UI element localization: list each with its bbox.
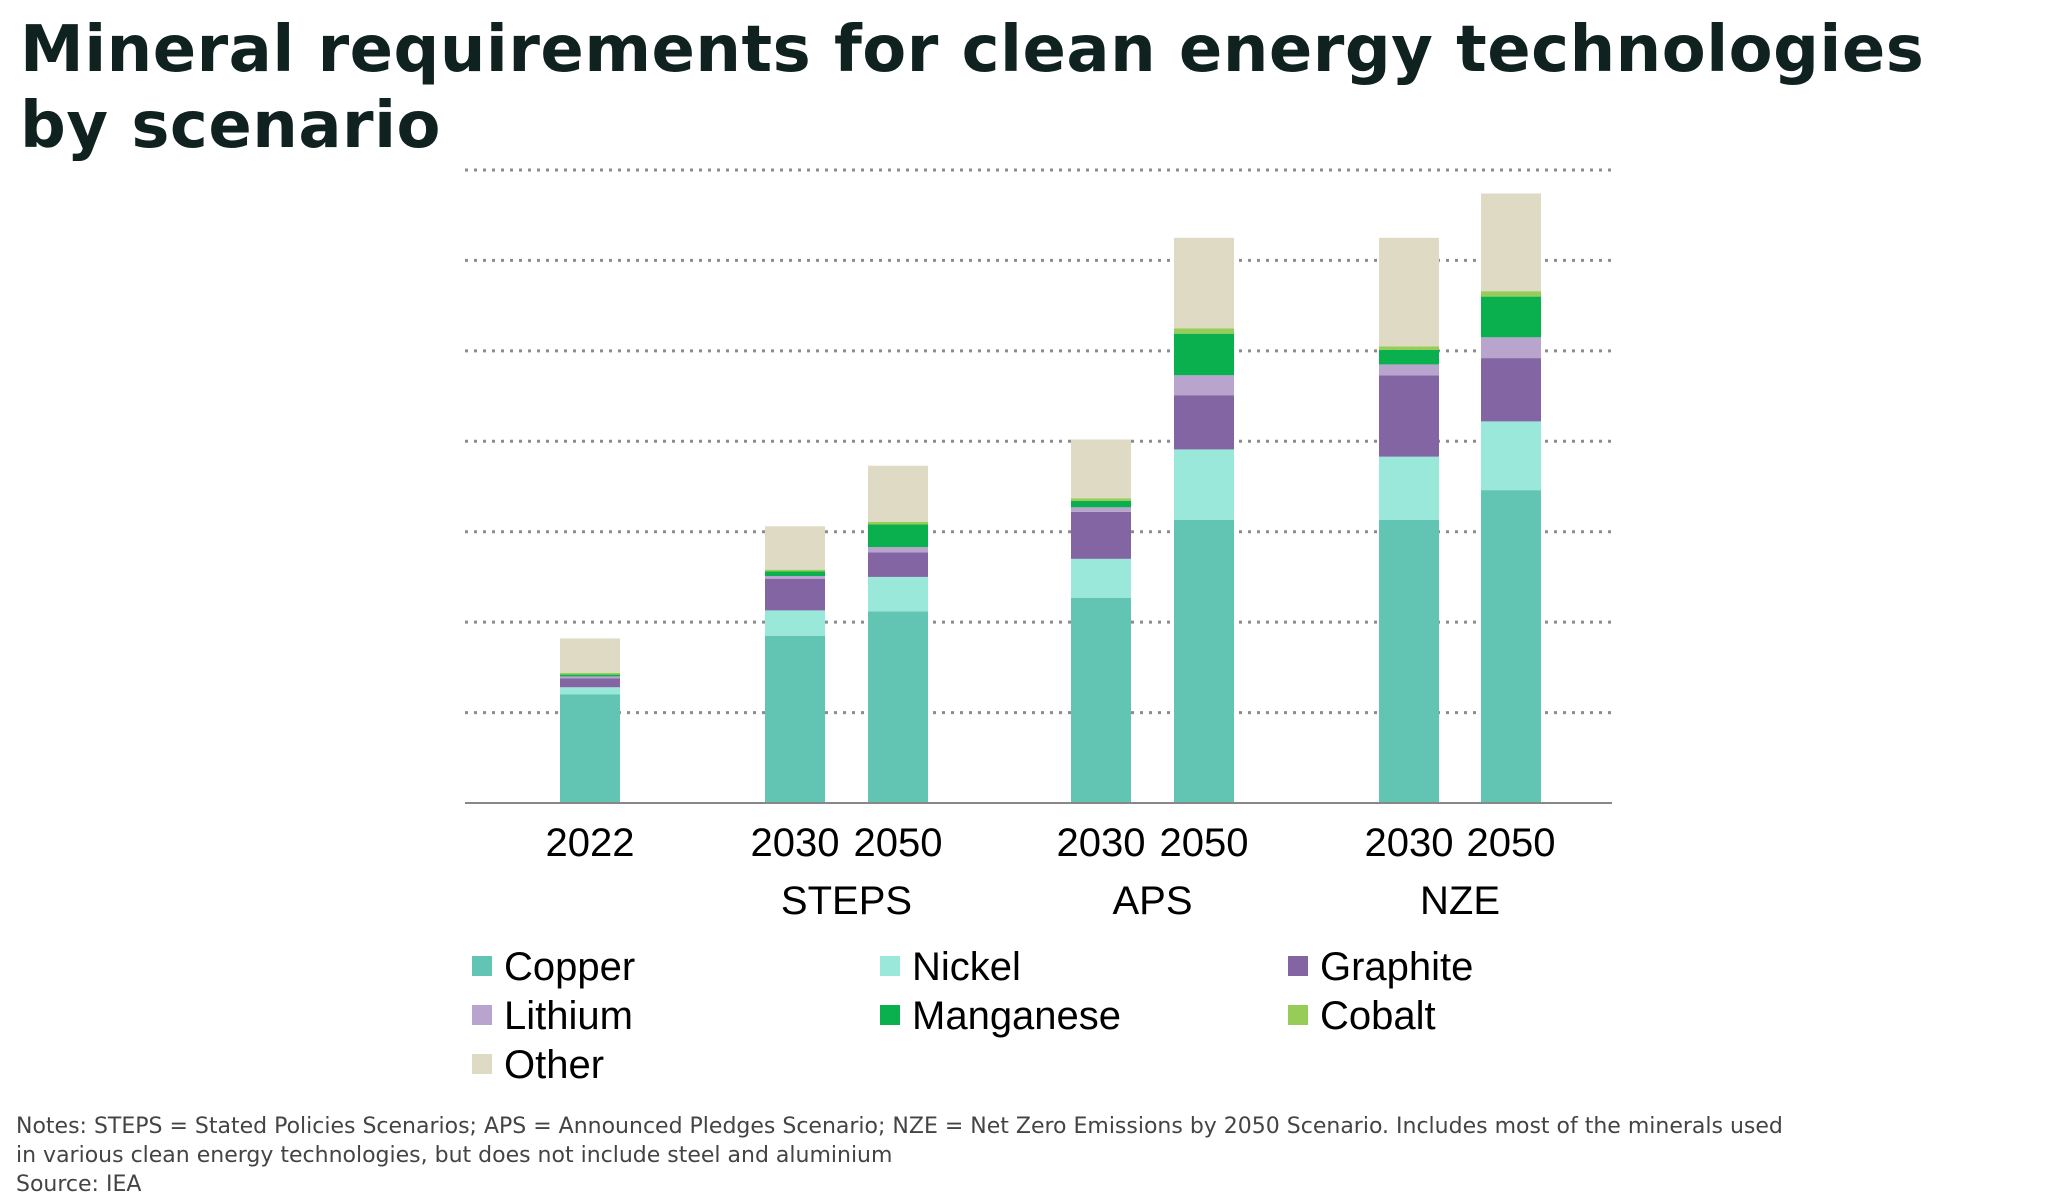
bar-segment-cobalt	[1379, 346, 1439, 350]
bar-segment-cobalt	[560, 672, 620, 675]
bar-segment-other	[765, 526, 825, 570]
bar-segment-other	[560, 638, 620, 673]
bar-segment-lithium	[868, 547, 928, 553]
bar-segment-cobalt	[1071, 498, 1131, 501]
bar-segment-manganese	[1174, 333, 1234, 376]
legend-label-copper: Copper	[504, 945, 635, 989]
bar-segment-nickel	[560, 687, 620, 695]
bar-segment-manganese	[765, 571, 825, 577]
bar-segment-copper	[1174, 519, 1234, 803]
bar-segment-copper	[1481, 490, 1541, 803]
legend-label-other: Other	[504, 1043, 604, 1087]
bar-segment-graphite	[1174, 395, 1234, 450]
legend-swatch-cobalt	[1288, 1005, 1308, 1025]
x-tick-label: 2030	[1057, 821, 1146, 865]
notes-line-1: Notes: STEPS = Stated Policies Scenarios…	[16, 1114, 1783, 1139]
legend-swatch-lithium	[472, 1005, 492, 1025]
bar-segment-graphite	[765, 578, 825, 611]
x-tick-label: 2030	[751, 821, 840, 865]
bar-segment-copper	[1071, 597, 1131, 803]
legend-label-graphite: Graphite	[1320, 945, 1473, 989]
x-tick-label: 2022	[546, 821, 635, 865]
bar-segment-copper	[560, 694, 620, 803]
bar-segment-nickel	[1174, 449, 1234, 520]
bar-segment-cobalt	[1481, 291, 1541, 297]
bar-segment-lithium	[765, 576, 825, 579]
bar-segment-lithium	[1481, 337, 1541, 359]
bar-segment-cobalt	[868, 521, 928, 525]
bar-segment-other	[1071, 439, 1131, 499]
bar-segment-nickel	[1379, 456, 1439, 520]
bars	[560, 193, 1541, 803]
x-tick-label: 2050	[854, 821, 943, 865]
bar-segment-manganese	[1481, 296, 1541, 338]
bar-segment-cobalt	[1174, 328, 1234, 334]
legend-swatch-other	[472, 1054, 492, 1074]
bar-segment-cobalt	[765, 569, 825, 572]
legend-label-manganese: Manganese	[912, 994, 1121, 1038]
bar-segment-other	[1481, 193, 1541, 292]
bar-segment-lithium	[1379, 364, 1439, 376]
bar-segment-copper	[868, 611, 928, 803]
bar-segment-manganese	[1379, 349, 1439, 365]
bar-segment-manganese	[1071, 500, 1131, 508]
bar-segment-nickel	[765, 610, 825, 636]
bar-segment-other	[1379, 237, 1439, 347]
x-tick-label: 2050	[1160, 821, 1249, 865]
group-labels: STEPS APS NZE	[781, 879, 1500, 923]
group-label: STEPS	[781, 879, 912, 923]
notes: Notes: STEPS = Stated Policies Scenarios…	[16, 1112, 2036, 1199]
group-label: NZE	[1420, 879, 1500, 923]
bar-segment-other	[1174, 237, 1234, 329]
bar-segment-graphite	[868, 552, 928, 577]
legend-swatch-manganese	[880, 1005, 900, 1025]
legend-swatch-nickel	[880, 956, 900, 976]
chart-title: Mineral requirements for clean energy te…	[20, 13, 1925, 163]
bar-segment-copper	[765, 635, 825, 803]
legend-swatch-graphite	[1288, 956, 1308, 976]
bar-segment-lithium	[1174, 375, 1234, 396]
legend-label-cobalt: Cobalt	[1320, 994, 1436, 1038]
x-tick-label: 2030	[1365, 821, 1454, 865]
bar-segment-graphite	[1071, 511, 1131, 559]
source-line: Source: IEA	[16, 1172, 142, 1197]
legend-label-lithium: Lithium	[504, 994, 633, 1038]
bar-segment-graphite	[560, 678, 620, 688]
bar-segment-copper	[1379, 519, 1439, 803]
bar-segment-nickel	[868, 576, 928, 612]
bar-segment-graphite	[1481, 358, 1541, 422]
bar-segment-graphite	[1379, 375, 1439, 457]
bar-segment-manganese	[560, 674, 620, 677]
legend-swatch-copper	[472, 956, 492, 976]
notes-line-2: in various clean energy technologies, bu…	[16, 1143, 893, 1168]
bar-segment-manganese	[868, 524, 928, 548]
bar-segment-nickel	[1071, 558, 1131, 598]
bar-segment-lithium	[1071, 507, 1131, 512]
legend: Copper Nickel Graphite Lithium Manganese Coba…	[472, 945, 1473, 1087]
group-label: APS	[1112, 879, 1192, 923]
bar-segment-other	[868, 465, 928, 522]
x-tick-label: 2050	[1467, 821, 1556, 865]
gridlines	[465, 168, 1612, 715]
bar-segment-nickel	[1481, 421, 1541, 491]
bar-segment-lithium	[560, 676, 620, 679]
x-tick-labels: 2022 2030 2050 2030 2050 2030 2050	[546, 821, 1556, 865]
legend-label-nickel: Nickel	[912, 945, 1021, 989]
